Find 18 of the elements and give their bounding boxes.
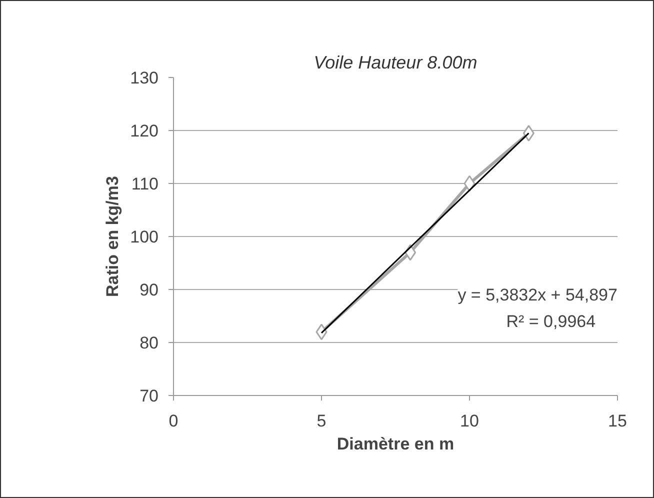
point xyxy=(522,124,534,142)
y-tick-label: 70 xyxy=(140,386,159,406)
chart-title: Voile Hauteur 8.00m xyxy=(314,52,478,72)
x-axis-title: Diamètre en m xyxy=(336,434,454,454)
y-tick-label: 110 xyxy=(131,174,159,194)
y-tick-label: 90 xyxy=(140,280,159,300)
x-tick-label: 10 xyxy=(460,412,479,430)
x-tick-label: 15 xyxy=(608,412,627,430)
y-axis-title: Ratio en kg/m3 xyxy=(103,176,122,297)
y-tick-label: 130 xyxy=(130,68,159,88)
y-tick-label: 80 xyxy=(140,334,159,352)
annotation: R² = 0,9964 xyxy=(506,312,596,331)
y-tick-label: 120 xyxy=(130,122,159,140)
annotation: y = 5,3832x + 54,897 xyxy=(458,285,618,304)
x-tick-label: 0 xyxy=(168,412,178,430)
x-tick-label: 5 xyxy=(316,412,326,430)
point xyxy=(464,175,476,192)
y-tick-label: 100 xyxy=(130,228,159,246)
